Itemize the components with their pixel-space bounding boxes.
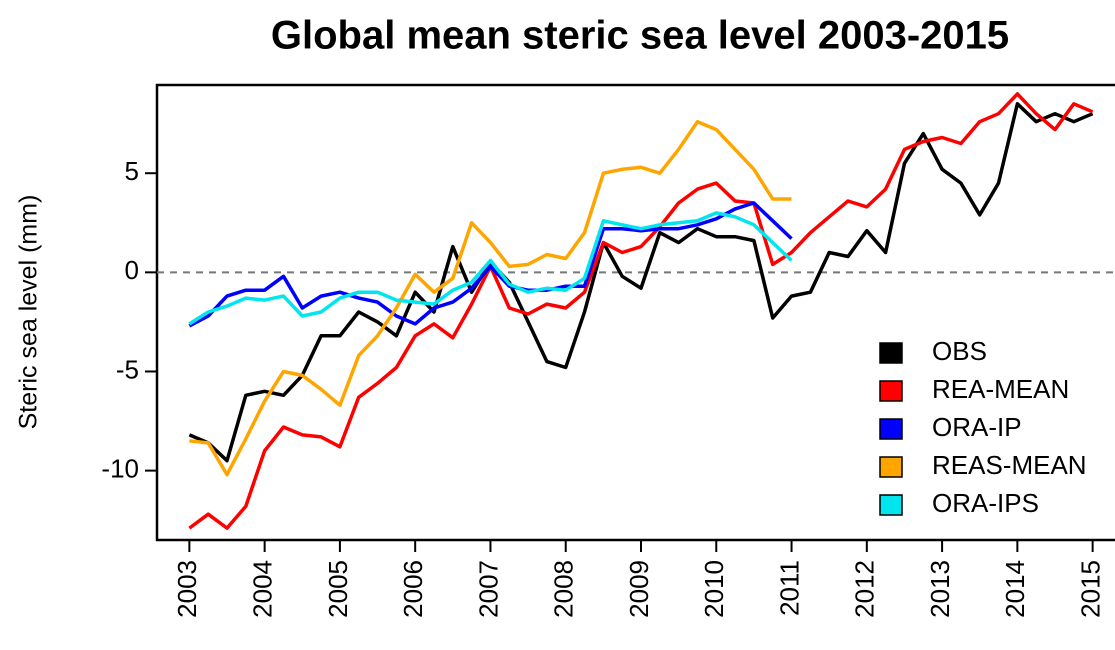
legend-label: ORA-IP	[932, 412, 1022, 442]
x-tick-label: 2014	[1000, 560, 1030, 618]
chart-title: Global mean steric sea level 2003-2015	[271, 14, 1009, 58]
series-line	[188, 92, 1094, 530]
y-tick-label: 0	[125, 255, 139, 285]
y-axis-label: Steric sea level (mm)	[15, 195, 43, 430]
series-line	[189, 119, 792, 477]
series-line	[188, 102, 1094, 463]
y-tick-label: 5	[125, 156, 139, 186]
series-line	[188, 201, 793, 328]
x-tick-label: 2010	[699, 560, 729, 618]
x-tick-label: 2004	[248, 560, 278, 618]
x-tick-label: 2008	[549, 560, 579, 618]
x-tick-label: 2011	[774, 560, 804, 616]
y-tick-label: -5	[116, 354, 139, 384]
x-tick-label: 2009	[624, 560, 654, 618]
y-tick-label: -10	[101, 453, 139, 483]
series-line	[188, 211, 793, 326]
x-tick-label: 2013	[925, 560, 955, 618]
x-tick-label: 2006	[398, 560, 428, 618]
x-tick-label: 2007	[473, 560, 503, 618]
legend-swatch	[879, 456, 903, 478]
legend-swatch	[879, 342, 903, 364]
legend-label: REAS-MEAN	[932, 450, 1087, 480]
x-tick-label: 2003	[172, 560, 202, 618]
legend-swatch	[879, 380, 903, 402]
x-tick-label: 2005	[323, 560, 353, 618]
legend-swatch	[879, 418, 903, 440]
x-tick-label: 2015	[1076, 560, 1106, 618]
legend-swatch	[879, 494, 903, 516]
x-tick-label: 2012	[850, 560, 880, 618]
legend-label: REA-MEAN	[932, 374, 1069, 404]
legend-label: ORA-IPS	[932, 488, 1039, 518]
legend-label: OBS	[932, 336, 987, 366]
